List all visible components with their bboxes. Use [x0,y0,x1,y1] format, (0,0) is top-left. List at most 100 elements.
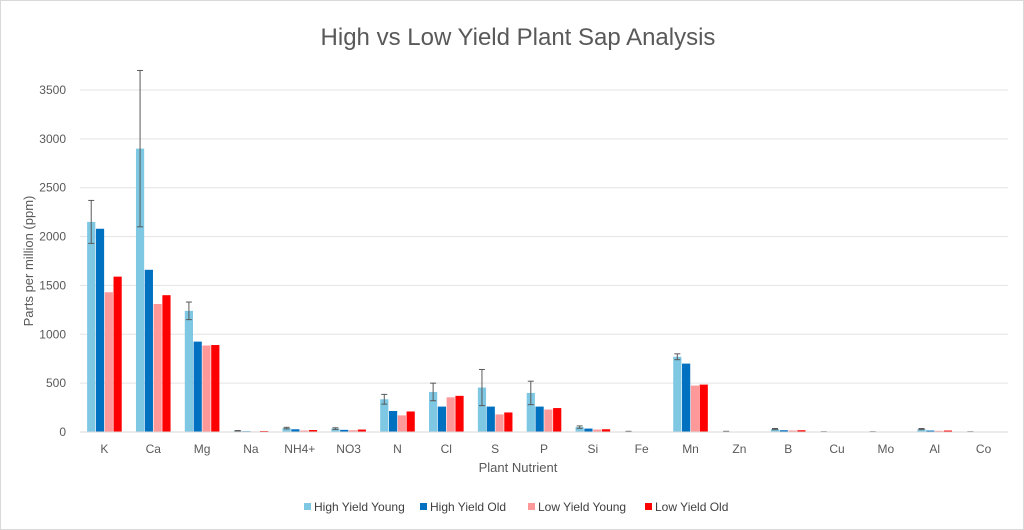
bar [429,391,438,432]
x-tick-label: B [784,442,792,456]
bar [446,397,455,432]
x-tick-label: N [393,442,402,456]
bar [593,429,602,432]
x-tick-label: K [100,442,108,456]
legend-swatch [645,503,652,510]
bar [797,430,806,432]
bar [917,429,926,432]
bar [682,363,691,432]
bar [184,310,194,432]
bar [95,228,105,432]
bar [690,385,700,432]
bar [331,428,340,432]
y-tick-label: 0 [59,425,66,439]
legend-label: Low Yield Young [538,500,626,514]
bar [788,430,797,432]
bar [935,430,944,432]
bar [397,415,406,432]
bar [699,384,708,432]
bar [770,429,780,432]
bar [104,292,113,432]
bar [340,429,349,432]
legend-item: High Yield Young [304,500,405,514]
bar [943,430,953,432]
x-tick-label: Na [243,442,259,456]
x-tick-label: Co [976,442,992,456]
bar [575,427,584,432]
bar [553,408,562,432]
legend-label: High Yield Old [430,500,506,514]
bar [300,430,309,432]
bar [193,341,202,432]
x-tick-label: Al [929,442,940,456]
bars [87,148,1001,432]
bar [144,269,153,432]
bar [162,295,171,432]
x-tick-label: Mg [194,442,211,456]
x-tick-label: Mn [682,442,699,456]
x-axis-ticks: K Ca Mg Na NH4+ NO3 N Cl S P Si Fe Mn Zn B Cu Mo Al Co [100,442,991,456]
bar [153,303,162,432]
bar [282,428,291,432]
x-axis-label: Plant Nutrient [479,460,558,475]
bar [779,430,788,432]
bar [477,387,487,432]
bar [202,345,211,432]
y-tick-label: 500 [46,376,66,390]
x-tick-label: Si [588,442,599,456]
bar [437,406,447,432]
x-tick-label: S [491,442,499,456]
legend-item: High Yield Old [420,500,506,514]
bar [87,221,96,432]
x-tick-label: P [540,442,548,456]
bar [526,392,535,432]
bar [380,399,389,432]
bar [495,414,504,432]
y-tick-label: 1000 [39,327,66,341]
bar [926,430,935,432]
x-tick-label: Cl [441,442,452,456]
bar [406,411,415,432]
bar [308,430,318,432]
bar [348,430,358,432]
legend: High Yield Young High Yield Old Low Yield … [304,500,728,514]
bar [504,412,513,432]
y-axis-label: Parts per million (ppm) [21,196,36,327]
y-tick-label: 1500 [39,278,66,292]
bar [535,406,544,432]
gridlines [80,89,1008,384]
bar [388,410,398,432]
legend-swatch [528,503,535,510]
chart-title: High vs Low Yield Plant Sap Analysis [321,24,716,51]
y-tick-label: 2000 [39,230,66,244]
legend-label: Low Yield Old [655,500,728,514]
x-tick-label: Fe [635,442,649,456]
bar [486,406,495,432]
legend-swatch [420,503,427,510]
legend-item: Low Yield Young [528,500,626,514]
bar [113,276,122,432]
legend-item: Low Yield Old [645,500,728,514]
bar [455,395,464,432]
bar [584,428,593,432]
y-tick-label: 2500 [39,181,66,195]
legend-label: High Yield Young [314,500,405,514]
x-tick-label: Zn [732,442,746,456]
y-axis-ticks: 0 500 1000 1500 2000 2500 3000 3500 [39,83,66,439]
bar [135,148,145,432]
bar [544,409,553,432]
error-bars [88,69,974,433]
x-tick-label: NO3 [336,442,361,456]
x-tick-label: NH4+ [284,442,315,456]
bar [601,429,611,432]
y-tick-label: 3500 [39,83,66,97]
x-tick-label: Mo [878,442,895,456]
bar [673,356,682,432]
x-tick-label: Ca [146,442,162,456]
legend-swatch [304,503,311,510]
bar [357,429,366,432]
y-tick-label: 3000 [39,132,66,146]
bar [211,345,220,432]
